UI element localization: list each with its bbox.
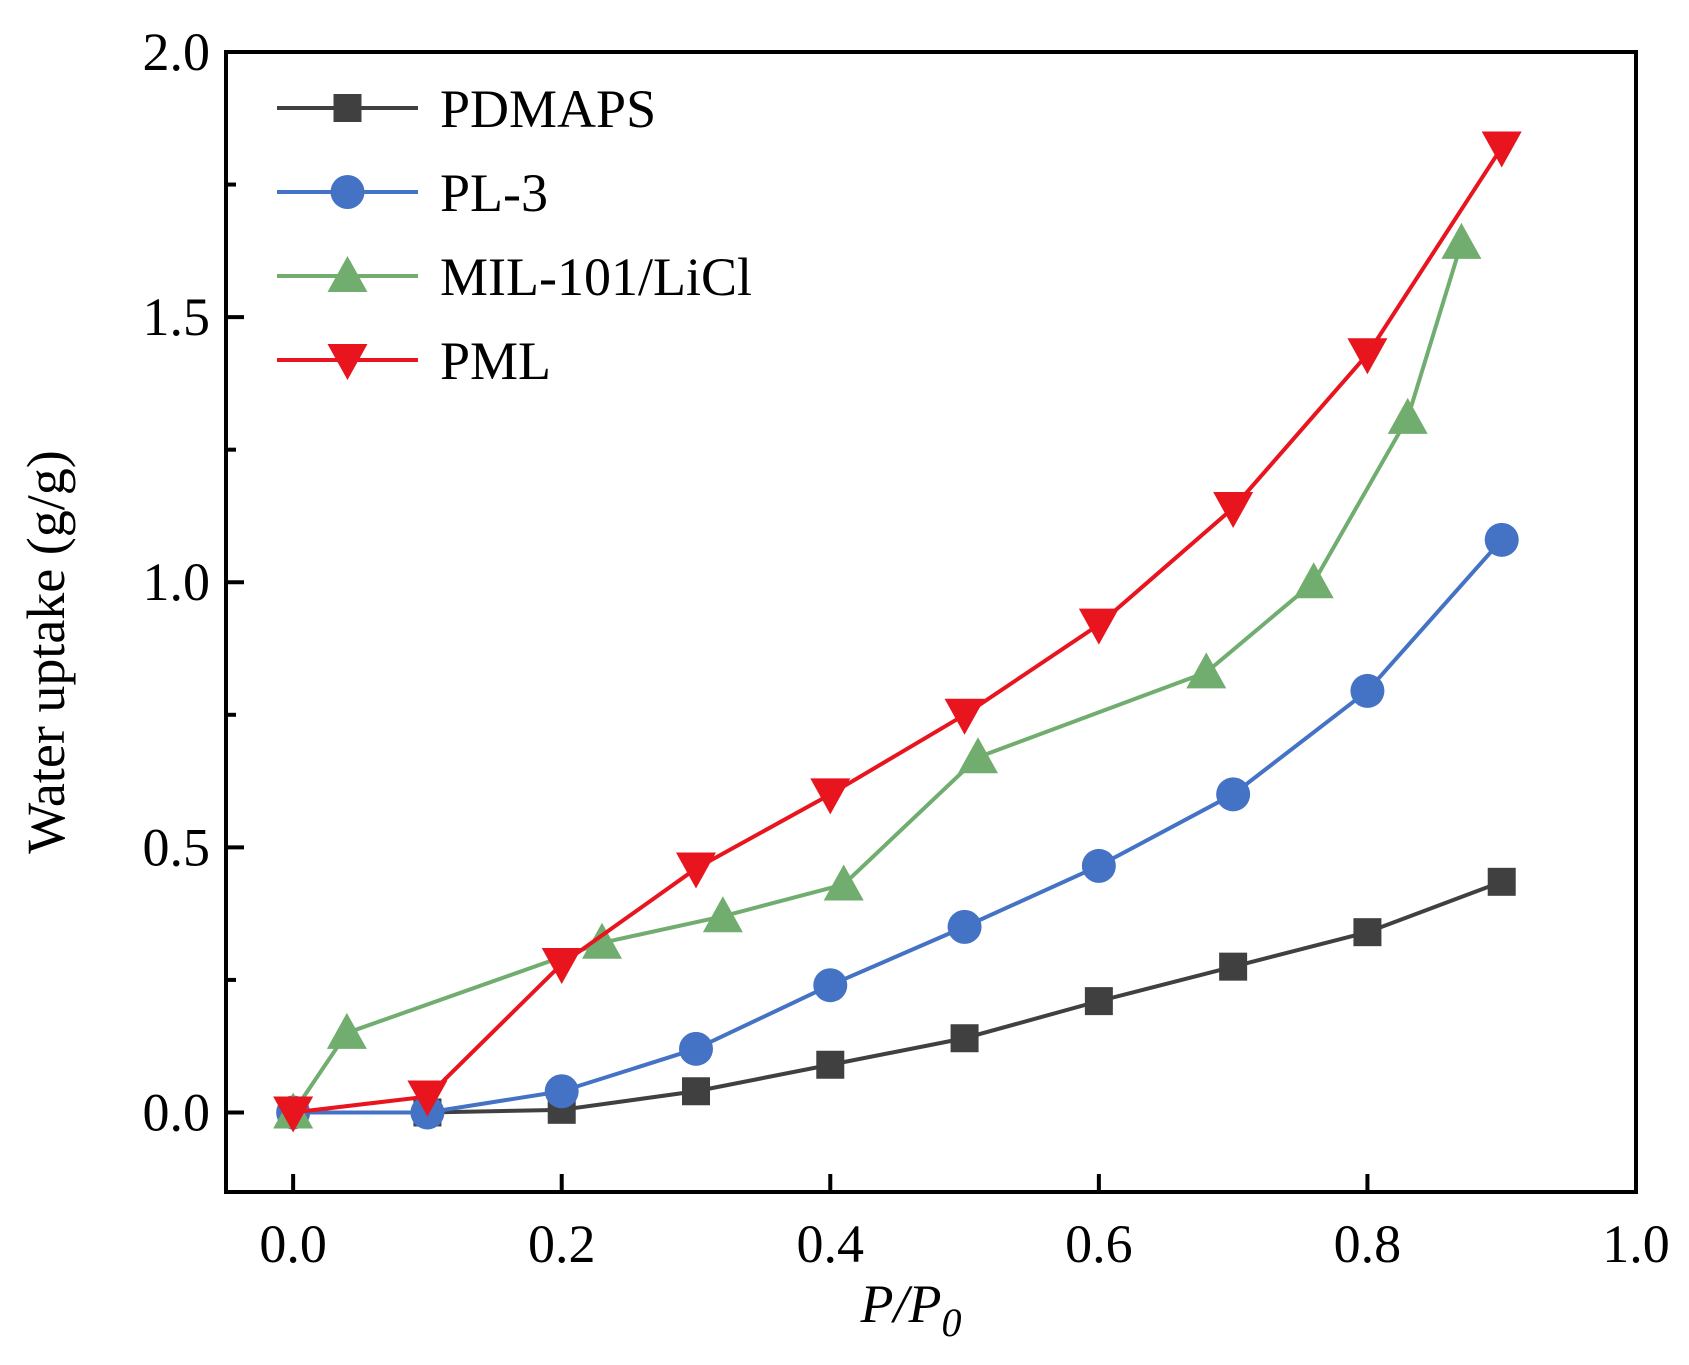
legend-marker: [327, 256, 368, 292]
series-mil-101-licl: [273, 222, 1482, 1129]
x-axis-title-subscript: 0: [941, 1300, 961, 1345]
data-point: [1216, 777, 1251, 812]
data-point: [823, 864, 864, 901]
legend-marker: [330, 175, 365, 209]
y-tick-label: 0.5: [143, 817, 211, 877]
x-tick-label: 0.8: [1334, 1214, 1402, 1274]
data-point: [541, 948, 582, 984]
data-point: [326, 1012, 367, 1049]
data-point: [407, 1080, 448, 1117]
data-point: [950, 1024, 979, 1053]
series-line: [293, 879, 1503, 1115]
legend-item: PL-3: [277, 163, 548, 223]
x-tick-label: 0.4: [797, 1214, 865, 1274]
data-point: [1484, 522, 1519, 557]
data-point: [676, 852, 716, 889]
data-point: [544, 1074, 579, 1109]
data-point: [1441, 222, 1482, 259]
data-point: [958, 737, 998, 774]
data-point: [944, 698, 985, 735]
data-point: [947, 909, 982, 944]
legend-marker: [327, 344, 368, 380]
data-point: [702, 896, 743, 933]
legend-label: PDMAPS: [440, 79, 656, 139]
data-point: [679, 1031, 713, 1066]
y-axis-title: Water uptake (g/g): [16, 450, 76, 853]
legend: PDMAPS PL-3 MIL-101/LiCl PML: [277, 79, 752, 391]
data-point: [582, 922, 622, 959]
legend-item: PML: [277, 331, 551, 391]
series-pdmaps: [279, 867, 1516, 1127]
data-point: [1084, 987, 1113, 1016]
data-point: [1347, 338, 1388, 375]
data-point: [1219, 952, 1248, 981]
plot-layer: [273, 131, 1522, 1133]
data-point: [682, 1077, 710, 1106]
plot-frame: [224, 50, 1638, 1194]
legend-label: MIL-101/LiCl: [440, 247, 752, 307]
data-point: [1350, 673, 1385, 708]
x-tick-label: 0.6: [1065, 1214, 1133, 1274]
series-line: [292, 146, 1504, 1115]
x-tick-label: 0.0: [259, 1214, 327, 1274]
x-axis-title: P/P0: [860, 1274, 962, 1345]
legend-marker: [333, 94, 362, 122]
y-tick-label: 1.0: [143, 552, 211, 612]
legend-item: MIL-101/LiCl: [277, 247, 752, 307]
axis-layer: 0.0 0.2 0.4 0.6 0.8 1.0 0.0 0.5 1.0 1.5 2.0: [143, 22, 1670, 1274]
data-point: [1487, 867, 1516, 896]
legend-item: PDMAPS: [277, 79, 656, 139]
data-point: [1186, 652, 1227, 689]
data-point: [1078, 608, 1119, 645]
series-line: [293, 538, 1504, 1115]
y-tick-label: 1.5: [143, 287, 211, 347]
data-point: [1481, 131, 1522, 168]
legend-label: PL-3: [440, 163, 548, 223]
data-point: [1387, 397, 1428, 434]
x-tick-label: 1.0: [1602, 1214, 1670, 1274]
series-pl-3: [276, 522, 1519, 1130]
x-tick-label: 0.2: [528, 1214, 596, 1274]
data-point: [816, 1050, 845, 1079]
legend-label: PML: [440, 331, 551, 391]
series-line: [291, 242, 1464, 1114]
y-tick-label: 2.0: [143, 22, 211, 82]
x-axis-title-main: P/P: [860, 1274, 942, 1334]
data-point: [273, 1096, 314, 1133]
data-point: [1213, 492, 1254, 528]
series-pml: [273, 131, 1522, 1133]
data-point: [1081, 848, 1116, 883]
data-point: [810, 778, 851, 815]
y-tick-label: 0.0: [143, 1082, 211, 1142]
data-point: [813, 968, 848, 1003]
data-point: [1293, 562, 1334, 599]
data-point: [1353, 918, 1382, 947]
